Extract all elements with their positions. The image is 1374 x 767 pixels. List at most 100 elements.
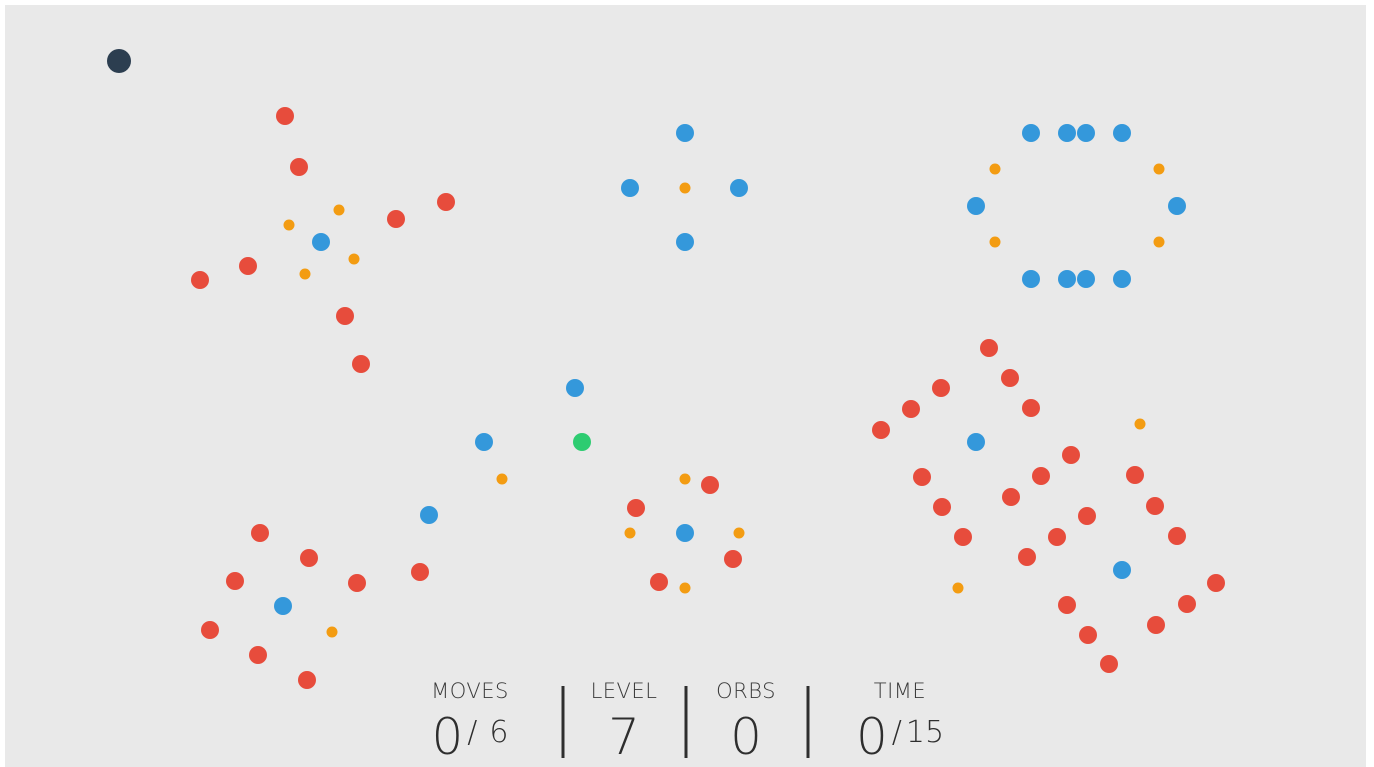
dot <box>411 563 429 581</box>
player-orb[interactable] <box>107 49 131 73</box>
dot <box>676 124 694 142</box>
dot <box>300 269 311 280</box>
dot <box>680 583 691 594</box>
dot <box>1113 270 1131 288</box>
dot <box>1058 596 1076 614</box>
dot <box>1032 467 1050 485</box>
dot <box>1100 655 1118 673</box>
dot <box>980 339 998 357</box>
dot <box>954 528 972 546</box>
dot <box>352 355 370 373</box>
dot <box>1113 561 1131 579</box>
dot <box>387 210 405 228</box>
dot <box>249 646 267 664</box>
dot <box>497 474 508 485</box>
moves-value: 0 <box>431 708 463 766</box>
dot <box>625 528 636 539</box>
dot <box>437 193 455 211</box>
dot <box>676 524 694 542</box>
dot <box>1113 124 1131 142</box>
dot <box>298 671 316 689</box>
dot <box>650 573 668 591</box>
dot <box>226 572 244 590</box>
dot <box>348 574 366 592</box>
dot <box>1078 507 1096 525</box>
dot <box>573 433 591 451</box>
time-separator: / <box>892 715 902 750</box>
orbs-value: 0 <box>730 708 762 766</box>
dot <box>1207 574 1225 592</box>
dot <box>1146 497 1164 515</box>
dot <box>201 621 219 639</box>
dot <box>1022 124 1040 142</box>
dot <box>1022 399 1040 417</box>
dot <box>1168 197 1186 215</box>
dot <box>680 474 691 485</box>
orbs-label: ORBS <box>716 679 776 703</box>
dot <box>336 307 354 325</box>
dot <box>1018 548 1036 566</box>
page: MOVES 0/6 LEVEL 7 ORBS 0 TIME 0/15 (() =… <box>0 0 1374 767</box>
dot <box>1168 527 1186 545</box>
dot <box>566 379 584 397</box>
dot <box>300 549 318 567</box>
dot <box>1147 616 1165 634</box>
dot <box>680 183 691 194</box>
dot <box>913 468 931 486</box>
dot <box>475 433 493 451</box>
dot <box>1048 528 1066 546</box>
dot <box>327 627 338 638</box>
dot <box>274 597 292 615</box>
dot <box>627 499 645 517</box>
time-max: 15 <box>906 715 944 750</box>
dot <box>933 498 951 516</box>
moves-max: 6 <box>489 715 508 750</box>
dot <box>420 506 438 524</box>
dot <box>251 524 269 542</box>
dot <box>1062 446 1080 464</box>
dot <box>1154 237 1165 248</box>
dot <box>276 107 294 125</box>
time-value: 0 <box>856 708 888 766</box>
dot <box>1022 270 1040 288</box>
dot <box>312 233 330 251</box>
dot <box>1126 466 1144 484</box>
dot <box>724 550 742 568</box>
game-screen: MOVES 0/6 LEVEL 7 ORBS 0 TIME 0/15 <box>0 0 1374 767</box>
dot <box>902 400 920 418</box>
dot <box>284 220 295 231</box>
dot <box>1178 595 1196 613</box>
dot <box>349 254 360 265</box>
moves-label: MOVES <box>431 679 509 703</box>
dot <box>1154 164 1165 175</box>
dot <box>730 179 748 197</box>
dot <box>872 421 890 439</box>
dot <box>953 583 964 594</box>
dot <box>932 379 950 397</box>
dot <box>239 257 257 275</box>
dot <box>676 233 694 251</box>
dot <box>1079 626 1097 644</box>
dot <box>967 197 985 215</box>
board <box>5 5 1366 767</box>
dot <box>1135 419 1146 430</box>
dot <box>290 158 308 176</box>
dot <box>191 271 209 289</box>
dot <box>990 164 1001 175</box>
dot <box>734 528 745 539</box>
dot <box>1058 124 1076 142</box>
dot <box>990 237 1001 248</box>
dot <box>701 476 719 494</box>
time-label: TIME <box>874 679 926 703</box>
dot <box>967 433 985 451</box>
dot <box>1058 270 1076 288</box>
dot <box>1077 270 1095 288</box>
level-label: LEVEL <box>591 679 658 703</box>
dot <box>621 179 639 197</box>
dot <box>334 205 345 216</box>
dot <box>1001 369 1019 387</box>
moves-separator: / <box>467 715 477 750</box>
level-value: 7 <box>608 708 640 766</box>
dot <box>1077 124 1095 142</box>
dot <box>1002 488 1020 506</box>
